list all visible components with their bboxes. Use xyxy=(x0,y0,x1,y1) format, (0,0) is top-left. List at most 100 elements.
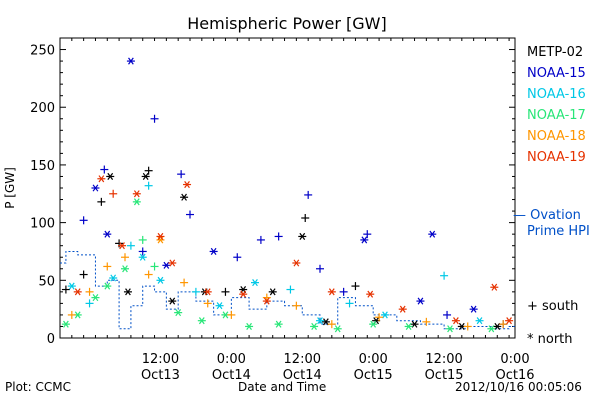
marker-stroke xyxy=(98,175,105,183)
data-point-metp-02 xyxy=(97,197,106,206)
marker-stroke xyxy=(163,261,170,269)
marker-stroke xyxy=(110,274,117,282)
data-point-noaa-16 xyxy=(191,287,200,296)
data-point-noaa-19 xyxy=(118,242,127,250)
data-point-noaa-18 xyxy=(103,262,112,271)
data-point-noaa-19 xyxy=(183,180,192,189)
x-tick-label: 12:00 xyxy=(284,352,321,367)
data-point-noaa-15 xyxy=(360,236,369,244)
data-point-noaa-15 xyxy=(416,297,425,305)
marker-stroke xyxy=(506,317,512,325)
data-point-noaa-18 xyxy=(227,310,236,319)
x-tick-label: 0:00 xyxy=(500,352,529,367)
data-point-noaa-19 xyxy=(203,288,212,296)
x-tick-date-label: Oct15 xyxy=(354,368,393,383)
data-point-noaa-16 xyxy=(381,311,389,319)
data-point-noaa-19 xyxy=(490,283,499,291)
y-tick-label: 200 xyxy=(30,101,55,116)
data-point-noaa-15 xyxy=(274,232,283,241)
marker-stroke xyxy=(142,172,149,181)
legend-ovation-line2: Prime HPI xyxy=(527,224,590,239)
data-point-noaa-15 xyxy=(91,184,100,192)
plot-credit: Plot: CCMC xyxy=(5,380,71,394)
data-point-noaa-16 xyxy=(251,279,259,287)
marker-stroke xyxy=(107,172,114,181)
y-tick-label: 50 xyxy=(38,274,55,289)
legend-entry-noaa-15: NOAA-15 xyxy=(527,66,586,81)
data-point-noaa-18 xyxy=(156,236,165,244)
data-point-noaa-15 xyxy=(339,287,348,296)
marker-stroke xyxy=(104,230,111,238)
data-point-noaa-17 xyxy=(91,294,100,302)
marker-stroke xyxy=(74,288,81,296)
data-point-noaa-15 xyxy=(428,230,437,238)
legend-entry-noaa-19: NOAA-19 xyxy=(527,150,586,165)
data-point-metp-02 xyxy=(239,285,248,294)
data-point-noaa-19 xyxy=(366,290,375,298)
marker-stroke xyxy=(488,325,495,333)
data-point-noaa-19 xyxy=(73,288,82,296)
marker-stroke xyxy=(133,198,140,206)
chart-title: Hemispheric Power [GW] xyxy=(187,14,386,33)
data-point-noaa-18 xyxy=(463,322,472,331)
data-point-noaa-17 xyxy=(121,265,129,273)
data-point-noaa-17 xyxy=(310,322,319,331)
data-point-noaa-16 xyxy=(144,181,153,190)
data-point-noaa-15 xyxy=(177,170,186,179)
data-point-noaa-16 xyxy=(440,271,449,280)
data-point-noaa-17 xyxy=(333,325,342,333)
data-point-noaa-18 xyxy=(375,313,384,322)
data-point-noaa-19 xyxy=(262,297,271,305)
data-point-noaa-17 xyxy=(404,322,413,331)
data-point-noaa-15 xyxy=(150,114,159,123)
data-point-noaa-15 xyxy=(316,264,324,273)
data-point-noaa-19 xyxy=(239,290,248,298)
marker-stroke xyxy=(74,311,81,319)
data-point-noaa-19 xyxy=(398,305,407,313)
marker-stroke xyxy=(263,297,270,305)
y-tick-label: 100 xyxy=(30,217,55,232)
data-point-noaa-17 xyxy=(487,325,496,333)
data-point-noaa-17 xyxy=(61,320,70,328)
data-point-noaa-19 xyxy=(97,175,106,183)
data-point-noaa-18 xyxy=(203,299,212,308)
plot-timestamp: 2012/10/16 00:05:06 xyxy=(455,380,582,394)
x-tick-date-label: Oct16 xyxy=(495,368,534,383)
marker-stroke xyxy=(175,309,182,317)
data-point-metp-02 xyxy=(144,166,153,175)
data-point-noaa-15 xyxy=(304,190,313,199)
data-point-noaa-15 xyxy=(469,305,478,313)
marker-stroke xyxy=(447,325,453,333)
marker-stroke xyxy=(293,259,300,267)
marker-stroke xyxy=(311,322,317,331)
marker-stroke xyxy=(169,297,176,305)
data-point-noaa-17 xyxy=(197,317,206,325)
data-point-noaa-15 xyxy=(126,57,135,65)
data-point-metp-02 xyxy=(493,322,502,331)
y-tick-label: 250 xyxy=(30,44,55,59)
marker-stroke xyxy=(184,180,190,189)
data-point-metp-02 xyxy=(221,287,230,296)
x-tick-label: 12:00 xyxy=(142,352,179,367)
data-point-noaa-17 xyxy=(174,309,183,317)
marker-stroke xyxy=(491,283,498,291)
data-point-noaa-16 xyxy=(316,317,324,325)
data-point-noaa-19 xyxy=(109,189,118,198)
marker-stroke xyxy=(169,259,176,267)
data-point-metp-02 xyxy=(298,232,307,241)
marker-stroke xyxy=(198,317,205,325)
data-point-noaa-15 xyxy=(162,261,171,269)
data-point-noaa-16 xyxy=(345,299,354,308)
data-point-noaa-17 xyxy=(132,198,141,206)
data-point-noaa-15 xyxy=(103,230,112,238)
marker-stroke xyxy=(157,232,164,241)
data-point-noaa-17 xyxy=(245,322,254,331)
marker-stroke xyxy=(299,232,306,241)
data-point-noaa-17 xyxy=(369,320,378,328)
data-point-metp-02 xyxy=(79,270,88,279)
data-point-noaa-15 xyxy=(79,216,88,225)
legend-ovation-line1: — Ovation xyxy=(513,208,581,223)
data-point-noaa-16 xyxy=(126,241,135,250)
data-point-noaa-17 xyxy=(138,235,147,244)
marker-stroke xyxy=(370,320,377,328)
